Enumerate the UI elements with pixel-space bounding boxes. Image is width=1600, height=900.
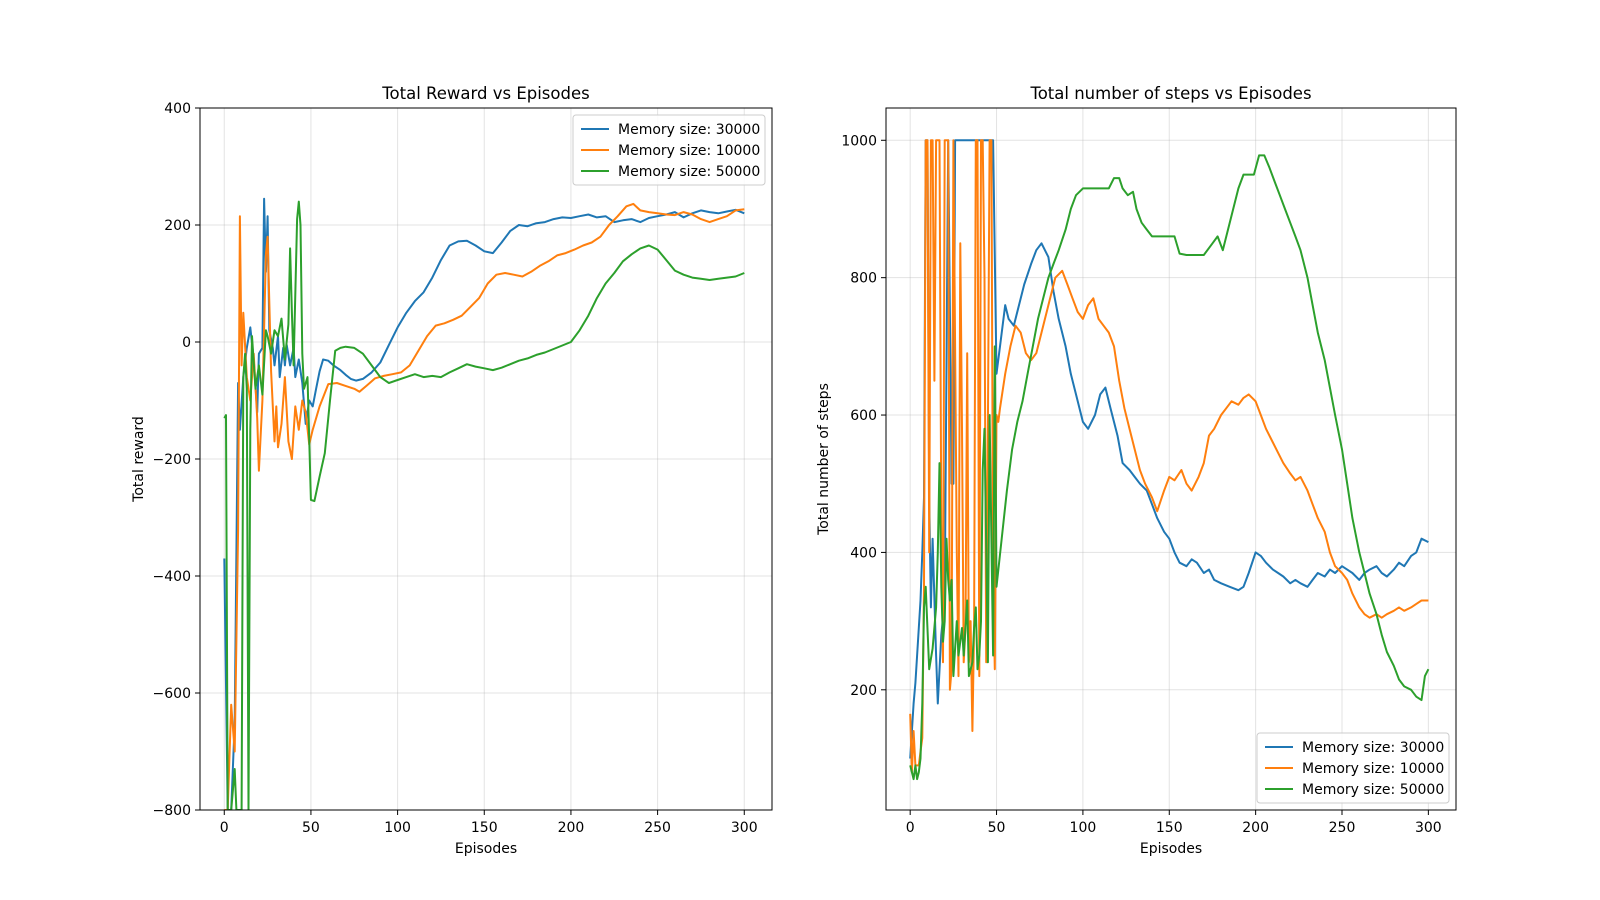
chart1-title: Total Reward vs Episodes bbox=[381, 84, 589, 103]
chart1-legend: Memory size: 30000 Memory size: 10000 Memo… bbox=[572, 114, 766, 186]
chart2-x-tick-label: 150 bbox=[1156, 820, 1183, 836]
chart2-legend-label-3: Memory size: 50000 bbox=[1302, 782, 1444, 798]
chart1-x-tick-label: 0 bbox=[220, 820, 229, 836]
chart2-x-tick-label: 250 bbox=[1329, 820, 1356, 836]
chart1-y-tick-label: −600 bbox=[153, 686, 191, 702]
chart1-x-tick-label: 200 bbox=[558, 820, 585, 836]
chart2-title: Total number of steps vs Episodes bbox=[1029, 84, 1311, 103]
chart2-series-line-2 bbox=[909, 139, 1429, 774]
chart1-y-tick-label: 400 bbox=[164, 101, 191, 117]
chart2-x-tick-label: 50 bbox=[988, 820, 1006, 836]
chart1-series-line-2 bbox=[224, 202, 745, 810]
chart1-legend-label-1: Memory size: 30000 bbox=[618, 122, 760, 138]
chart1-y-tick-label: −200 bbox=[153, 452, 191, 468]
chart2-x-tick-label: 200 bbox=[1242, 820, 1269, 836]
chart2-legend: Memory size: 30000 Memory size: 10000 Memo… bbox=[1256, 732, 1450, 804]
chart2-y-tick-label: 1000 bbox=[841, 133, 877, 149]
chart1-legend-box bbox=[572, 114, 766, 186]
chart1-x-tick-label: 100 bbox=[384, 820, 411, 836]
chart2-x-axis-label: Episodes bbox=[1140, 841, 1202, 857]
chart1-legend-label-3: Memory size: 50000 bbox=[618, 164, 760, 180]
chart2-y-tick-label: 800 bbox=[850, 271, 877, 287]
chart1-y-tick-label: −800 bbox=[153, 803, 191, 819]
chart1-x-tick-label: 50 bbox=[302, 820, 320, 836]
chart2-series-line-3 bbox=[909, 154, 1430, 781]
chart2-series-line-1 bbox=[909, 139, 1429, 759]
chart2-x-tick-label: 100 bbox=[1070, 820, 1097, 836]
chart2-axes-frame bbox=[885, 107, 1457, 811]
chart1-panel: 0 50 100 150 200 250 300 −800 −600 −400 −200 0 200 40… bbox=[131, 84, 773, 857]
chart2-panel: 0 50 100 150 200 250 300 200 400 600 800 1000 Total … bbox=[816, 84, 1457, 857]
chart1-x-tick-label: 300 bbox=[731, 820, 758, 836]
chart2-x-tick-label: 0 bbox=[906, 820, 915, 836]
chart2-y-tick-label: 400 bbox=[850, 545, 877, 561]
chart2-x-tick-label: 300 bbox=[1415, 820, 1442, 836]
chart2-legend-label-1: Memory size: 30000 bbox=[1302, 740, 1444, 756]
chart1-legend-label-2: Memory size: 10000 bbox=[618, 143, 760, 159]
chart1-y-axis-label: Total reward bbox=[131, 416, 147, 503]
chart2-legend-label-2: Memory size: 10000 bbox=[1302, 761, 1444, 777]
chart1-y-tick-label: 200 bbox=[164, 218, 191, 234]
chart2-y-tick-label: 600 bbox=[850, 408, 877, 424]
chart1-x-tick-label: 250 bbox=[644, 820, 671, 836]
chart2-y-tick-label: 200 bbox=[850, 683, 877, 699]
chart2-y-axis-label: Total number of steps bbox=[816, 383, 832, 536]
chart2-legend-box bbox=[1256, 732, 1450, 804]
chart1-x-tick-label: 150 bbox=[471, 820, 498, 836]
chart1-x-axis-label: Episodes bbox=[455, 841, 517, 857]
chart1-series-line-3 bbox=[223, 200, 745, 810]
chart1-y-tick-label: −400 bbox=[153, 569, 191, 585]
chart1-y-tick-label: 0 bbox=[182, 335, 191, 351]
